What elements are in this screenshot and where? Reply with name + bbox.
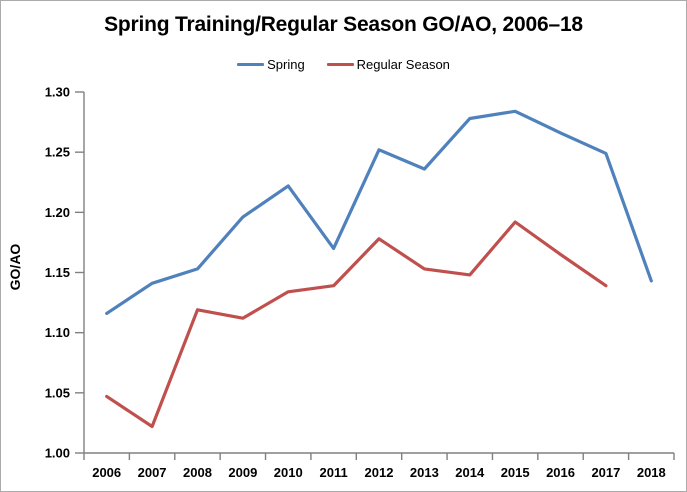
series-line-spring (105, 109, 653, 315)
x-tick-label: 2013 (410, 465, 439, 480)
x-tick-label: 2011 (320, 465, 348, 480)
regular-season-line-swatch (326, 63, 354, 66)
x-tick-label: 2007 (138, 465, 167, 480)
legend: Spring Regular Season (1, 57, 686, 72)
y-tick-label: 1.25 (45, 145, 70, 160)
y-tick-label: 1.15 (45, 265, 70, 280)
y-tick-label: 1.00 (45, 446, 70, 461)
x-tick-label: 2018 (637, 465, 666, 480)
x-tick-label: 2016 (546, 465, 575, 480)
legend-item-regular-season: Regular Season (326, 57, 450, 72)
x-tick-label: 2008 (183, 465, 212, 480)
legend-label-regular-season: Regular Season (356, 57, 450, 72)
x-tick-label: 2015 (501, 465, 530, 480)
y-tick-label: 1.10 (45, 325, 70, 340)
x-tick-label: 2006 (92, 465, 121, 480)
y-tick-label: 1.30 (45, 85, 70, 100)
legend-item-spring: Spring (237, 57, 305, 72)
x-tick-label: 2014 (455, 465, 485, 480)
series-line-regular-season (105, 220, 608, 429)
spring-line-swatch (237, 63, 265, 66)
x-tick-label: 2012 (365, 465, 394, 480)
legend-label-spring: Spring (267, 57, 305, 72)
x-tick-label: 2017 (591, 465, 620, 480)
y-tick-label: 1.05 (45, 385, 70, 400)
y-tick-label: 1.20 (45, 205, 70, 220)
x-tick-label: 2009 (228, 465, 257, 480)
chart-title: Spring Training/Regular Season GO/AO, 20… (104, 13, 583, 36)
x-tick-label: 2010 (274, 465, 303, 480)
